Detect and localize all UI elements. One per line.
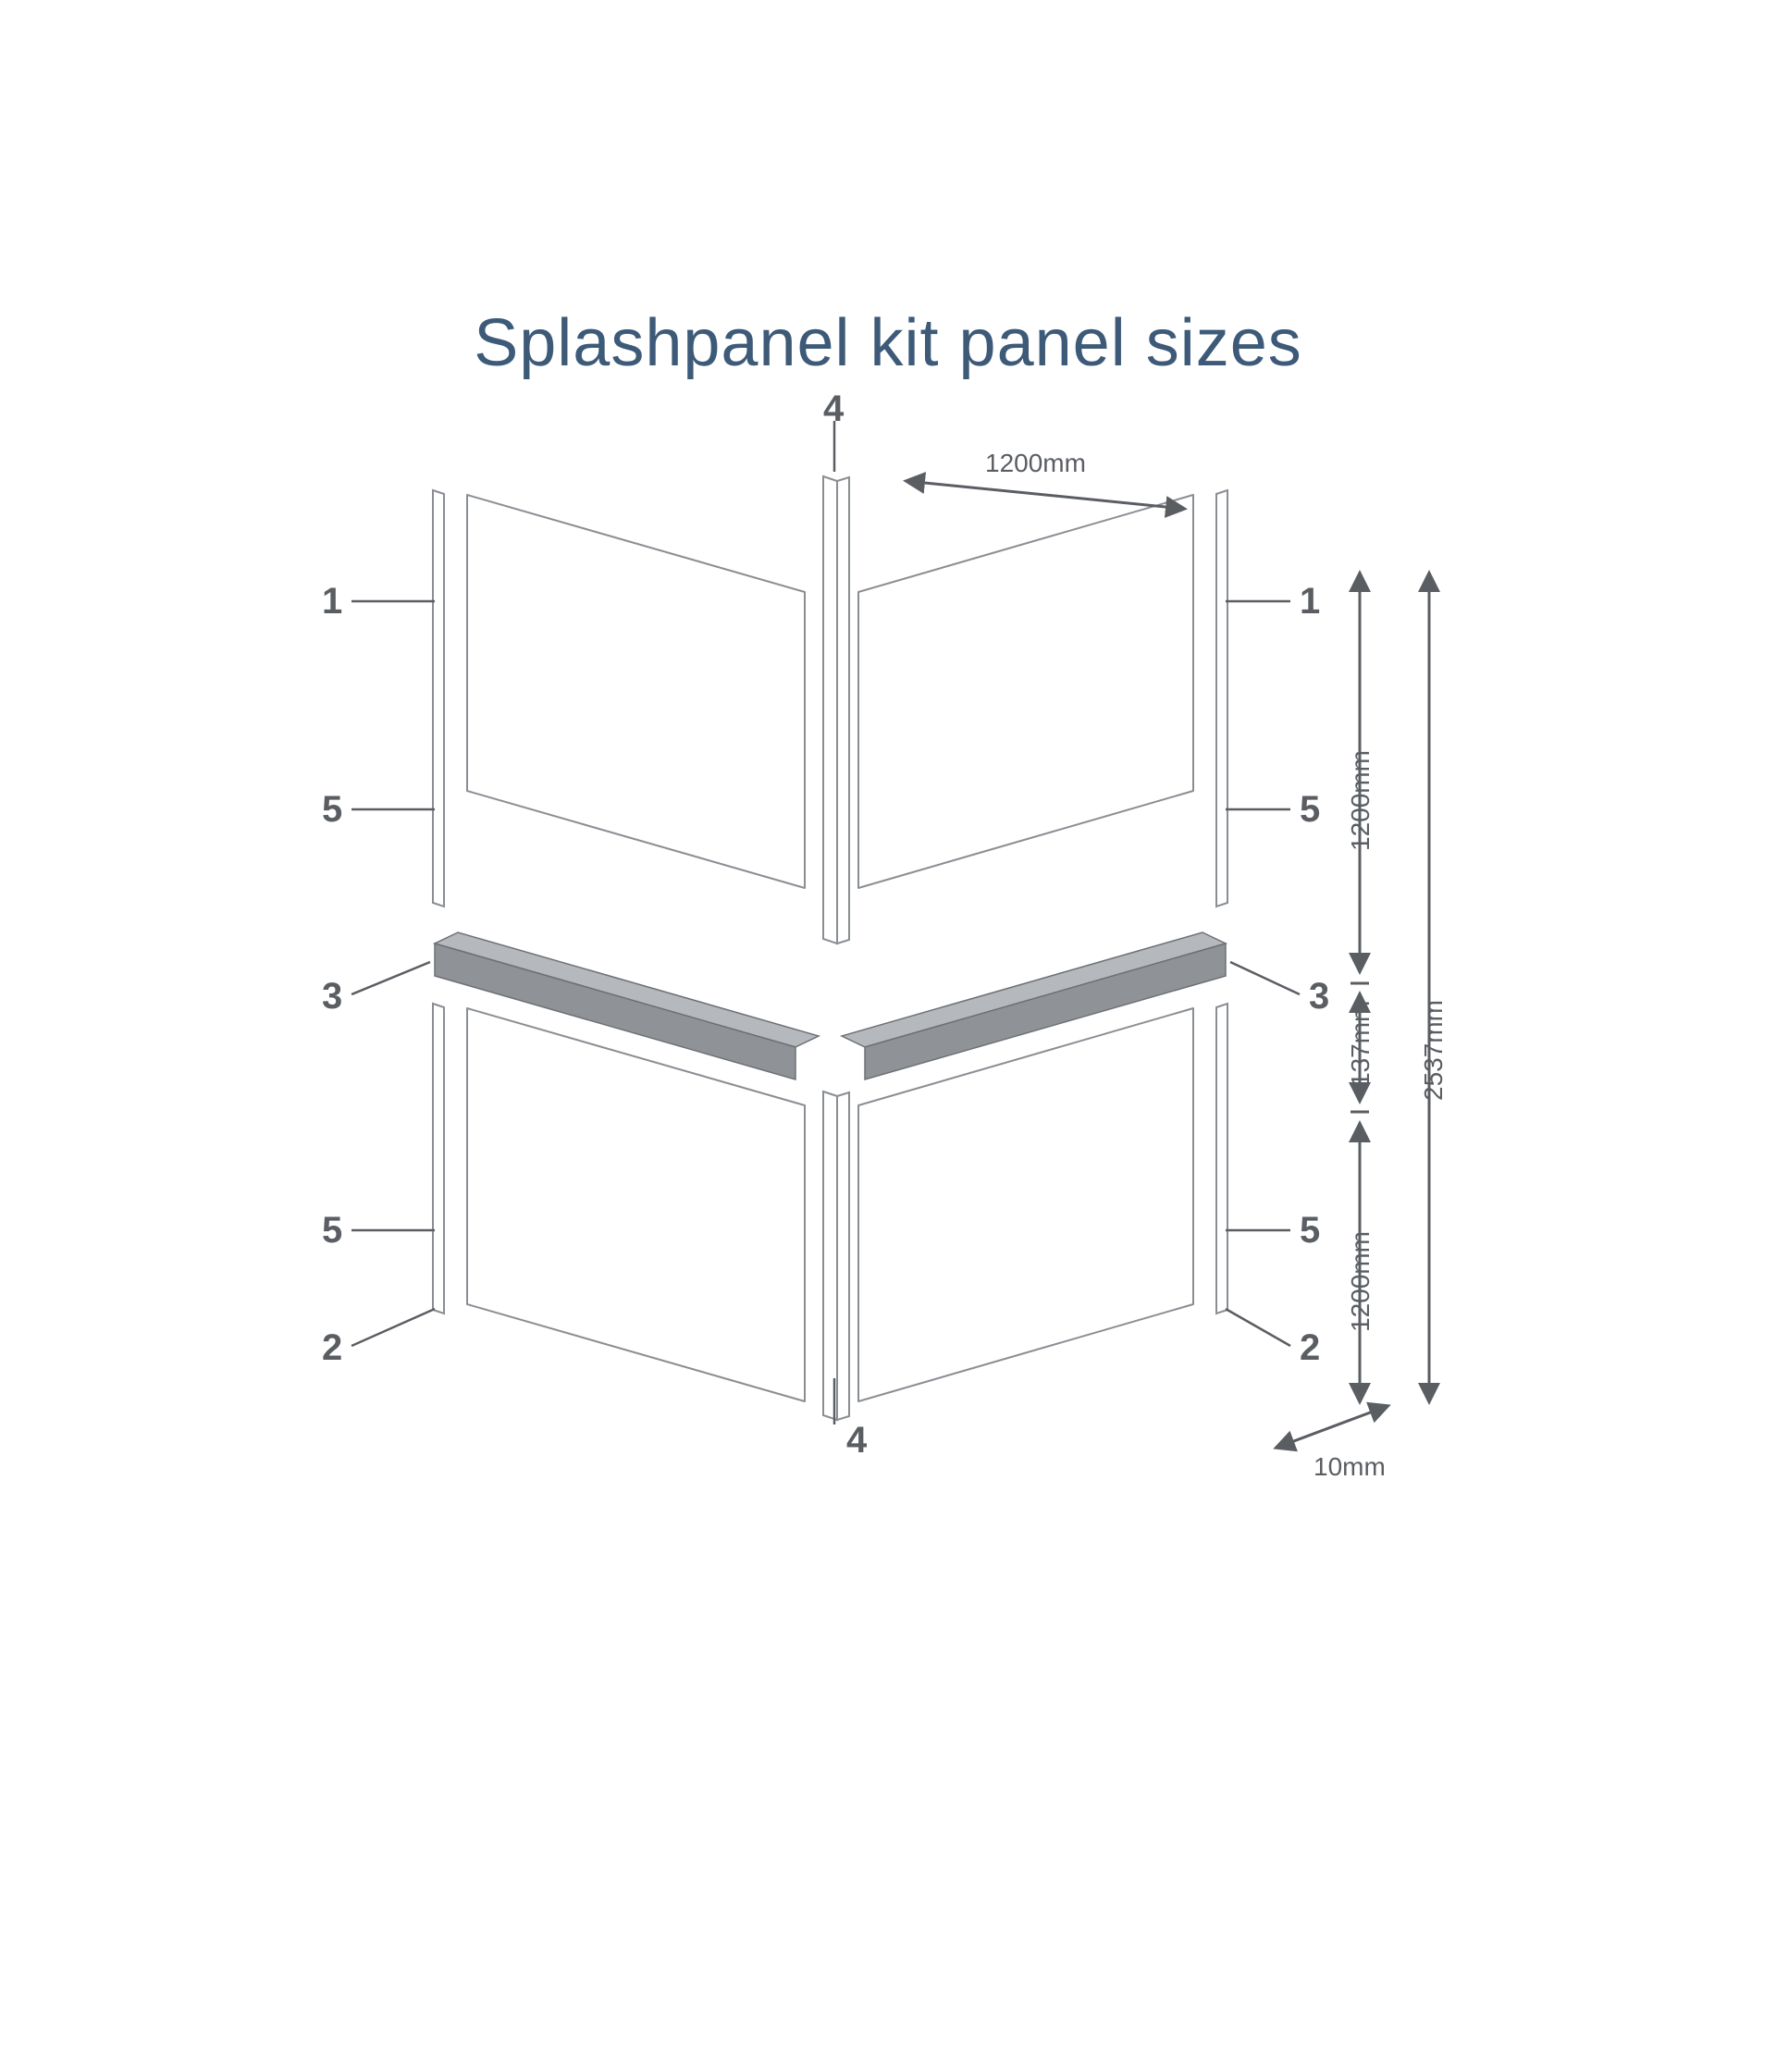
callout-1-right: 1 xyxy=(1300,581,1320,623)
diagram-svg xyxy=(296,296,1480,1480)
callout-3-left: 3 xyxy=(322,976,342,1018)
leader-2-left xyxy=(352,1309,435,1346)
callout-3-right: 3 xyxy=(1309,976,1329,1018)
callout-4-top: 4 xyxy=(823,388,844,430)
corner-strip-upper-side xyxy=(837,477,849,944)
callout-2-right: 2 xyxy=(1300,1327,1320,1369)
callout-2-left: 2 xyxy=(322,1327,342,1369)
diagram-stage: Splashpanel kit panel sizes xyxy=(296,296,1480,1480)
callout-5-right-upper: 5 xyxy=(1300,789,1320,831)
callout-5-left-upper: 5 xyxy=(322,789,342,831)
dim-middle-label: 137mm xyxy=(1346,1001,1375,1087)
corner-strip-lower xyxy=(823,1092,837,1420)
callout-5-left-lower: 5 xyxy=(322,1210,342,1252)
callout-5-right-lower: 5 xyxy=(1300,1210,1320,1252)
strip-right-upper xyxy=(1216,490,1227,906)
strip-left-upper xyxy=(433,490,444,906)
callout-4-bottom: 4 xyxy=(846,1420,867,1462)
panel-left-upper xyxy=(467,495,805,888)
callout-1-left: 1 xyxy=(322,581,342,623)
dim-lower-label: 1200mm xyxy=(1346,1231,1375,1332)
dim-upper-label: 1200mm xyxy=(1346,750,1375,851)
dim-total-label: 2537mm xyxy=(1419,1000,1449,1101)
leader-2-right xyxy=(1226,1309,1290,1346)
corner-strip-upper xyxy=(823,476,837,944)
panel-right-upper xyxy=(858,495,1193,888)
dim-width-label: 1200mm xyxy=(985,449,1086,478)
corner-strip-lower-side xyxy=(837,1092,849,1420)
leader-3-right xyxy=(1230,962,1300,994)
strip-left-lower xyxy=(433,1004,444,1314)
dim-thickness-label: 10mm xyxy=(1314,1452,1386,1482)
strip-right-lower xyxy=(1216,1004,1227,1314)
dim-thickness-arrow xyxy=(1276,1406,1388,1448)
leader-3-left xyxy=(352,962,430,994)
dim-width-arrow xyxy=(906,481,1184,509)
